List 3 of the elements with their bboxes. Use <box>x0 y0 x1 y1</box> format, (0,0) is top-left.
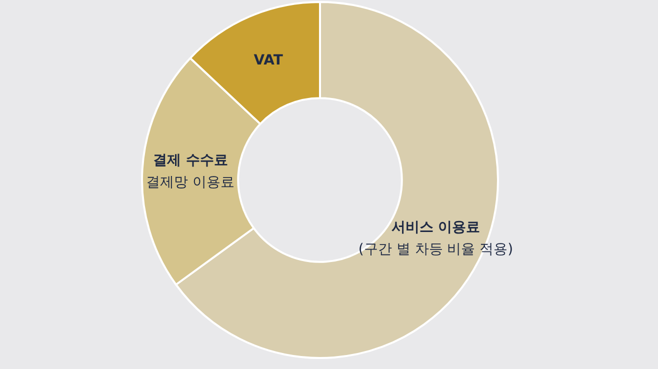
slice-label: 결제 수수료 결제망 이용료 <box>146 152 235 190</box>
slice-label: VAT <box>254 52 284 68</box>
slice-label: 서비스 이용료 (구간 별 차등 비율 적용) <box>358 220 514 258</box>
